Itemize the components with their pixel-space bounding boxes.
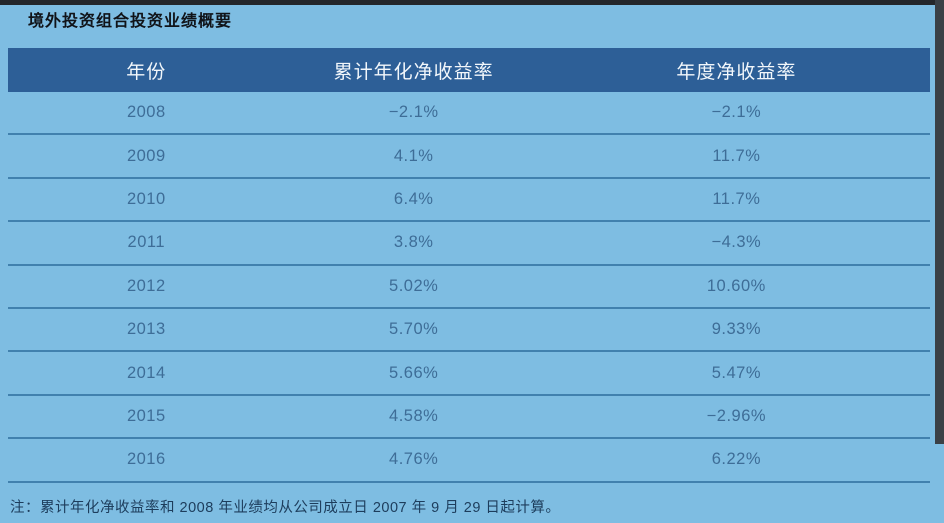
cell-cumulative-return: −2.1% — [388, 103, 439, 122]
cell-cumulative-return: 4.1% — [393, 146, 434, 165]
table-row: 2010 6.4% 11.7% — [8, 179, 930, 223]
table-body: 2008 −2.1% −2.1% 2009 4.1% 11.7% 2010 6.… — [8, 92, 930, 483]
table-row: 2008 −2.1% −2.1% — [8, 92, 930, 136]
table-row: 2013 5.70% 9.33% — [8, 309, 930, 353]
cell-year: 2012 — [126, 276, 166, 295]
cell-annual-return: 11.7% — [712, 189, 761, 208]
footnote: 注：累计年化净收益率和 2008 年业绩均从公司成立日 2007 年 9 月 2… — [10, 500, 561, 516]
top-edge-bar — [0, 0, 944, 5]
cell-annual-return: 10.60% — [706, 276, 766, 295]
cell-year: 2009 — [126, 146, 166, 165]
cell-year: 2010 — [126, 189, 166, 208]
cell-cumulative-return: 5.70% — [389, 320, 439, 339]
column-header-year: 年份 — [126, 61, 167, 83]
table-row: 2012 5.02% 10.60% — [8, 266, 930, 309]
cell-year: 2008 — [126, 103, 166, 122]
right-edge-bar — [935, 0, 944, 444]
cell-cumulative-return: 3.8% — [393, 233, 434, 252]
cell-cumulative-return: 6.4% — [393, 189, 434, 208]
cell-annual-return: 11.7% — [712, 146, 761, 165]
cell-annual-return: −2.1% — [711, 103, 762, 122]
table-row: 2014 5.66% 5.47% — [8, 352, 930, 396]
table-row: 2011 3.8% −4.3% — [8, 222, 930, 266]
cell-cumulative-return: 4.76% — [389, 450, 439, 469]
table-row: 2016 4.76% 6.22% — [8, 439, 930, 483]
cell-year: 2015 — [126, 406, 166, 425]
column-header-annual-return: 年度净收益率 — [676, 61, 797, 83]
cell-year: 2011 — [127, 233, 166, 252]
cell-annual-return: 5.47% — [711, 363, 762, 382]
cell-annual-return: 9.33% — [711, 320, 762, 339]
page-title: 境外投资组合投资业绩概要 — [28, 13, 233, 30]
performance-table: 年份 累计年化净收益率 年度净收益率 2008 −2.1% −2.1% 2009… — [8, 48, 930, 483]
cell-cumulative-return: 4.58% — [389, 406, 439, 425]
cell-year: 2016 — [126, 450, 166, 469]
cell-cumulative-return: 5.66% — [389, 363, 439, 382]
cell-annual-return: 6.22% — [711, 450, 762, 469]
column-header-cumulative-return: 累计年化净收益率 — [333, 61, 494, 83]
table-header-row: 年份 累计年化净收益率 年度净收益率 — [8, 48, 930, 92]
cell-year: 2014 — [126, 363, 166, 382]
cell-year: 2013 — [126, 320, 166, 339]
cell-annual-return: −2.96% — [706, 406, 767, 425]
cell-annual-return: −4.3% — [711, 233, 762, 252]
table-row: 2015 4.58% −2.96% — [8, 396, 930, 440]
table-row: 2009 4.1% 11.7% — [8, 135, 930, 179]
cell-cumulative-return: 5.02% — [389, 276, 439, 295]
